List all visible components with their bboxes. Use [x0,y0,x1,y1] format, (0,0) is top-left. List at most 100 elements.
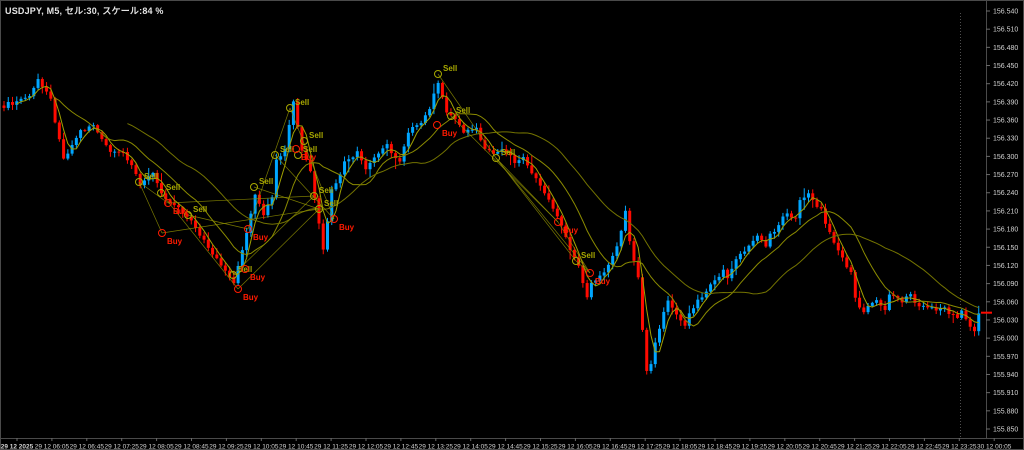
candle-body [538,178,542,186]
candle-body [287,124,291,150]
candle-body [692,308,696,314]
buy-label: Buy [173,207,189,216]
sell-label: Sell [309,131,323,140]
candle-body [419,122,423,126]
candle-body [675,307,679,315]
price-axis-label: 156.090 [993,281,1018,288]
candle-body [291,101,295,125]
candle-body [602,272,606,276]
candle-body [555,208,559,217]
price-axis-label: 155.910 [993,390,1018,397]
candle-body [670,300,674,308]
candle-body [632,241,636,261]
moving-average-line [127,123,979,309]
time-axis-label: 29 12 15:25 [523,444,558,450]
candle-body [853,272,857,298]
time-axis-label: 29 12 14:45 [488,444,523,450]
candle-body [577,257,581,266]
price-axis-label: 156.540 [993,9,1018,16]
candle-body [717,276,721,281]
sell-marker [300,137,308,145]
time-axis-label: 29 12 08:45 [174,444,209,450]
candle-body [185,213,189,217]
price-axis-label: 156.330 [993,136,1018,143]
candle-body [611,255,615,265]
signal-link-line [138,181,163,234]
price-axis[interactable]: 156.540 156.510 156.480 156.450 156.420 156.3… [986,9,1018,434]
candle-body [619,230,623,247]
chart-title: USDJPY, M5, セル:30, スケール:84 % [5,6,164,16]
candle-body [440,82,444,98]
candle-body [125,151,129,161]
candle-body [470,129,474,131]
candle-body [589,282,593,298]
price-axis-label: 156.000 [993,336,1018,343]
candle-body [836,242,840,251]
candle-body [496,151,500,154]
candle-body [36,79,40,88]
sell-label: Sell [144,172,158,181]
candle-body [389,144,393,154]
candle-body [640,277,644,330]
candle-body [381,148,385,154]
sell-marker [447,112,455,120]
signal-link-line [495,157,559,223]
buy-marker [433,121,441,129]
candle-body [108,145,112,152]
candle-body [713,280,717,285]
candle-body [91,125,95,127]
candle-body [142,180,146,186]
candle-body [815,199,819,207]
buy-label: Buy [301,153,317,162]
signal-link-line [232,195,315,276]
signal-link-line [247,107,291,230]
signal-link-line [495,157,591,274]
sell-label: Sell [280,145,294,154]
candle-body [79,130,83,138]
candle-body [585,283,589,298]
candle-body [377,153,381,158]
candle-body [789,213,793,218]
candle-body [343,161,347,175]
candle-body [892,294,896,297]
candle-body [530,165,534,174]
sell-label: Sell [238,265,252,274]
candle-body [211,247,215,255]
sell-label: Sell [319,186,333,195]
price-axis-label: 156.120 [993,263,1018,270]
candle-body [151,172,155,177]
signal-link-line [160,192,239,290]
candle-body [423,115,427,123]
candle-body [330,189,334,222]
candle-body [479,127,483,141]
candle-body [824,208,828,224]
time-axis-label: 29 12 10:05 [244,444,279,450]
candle-body [819,206,823,209]
time-axis-label: 29 12 18:05 [663,444,698,450]
time-axis[interactable]: 29 12 2025 29 12 06:05 29 12 06:45 29 12 07… [1,438,1012,449]
sell-marker [315,205,323,213]
candle-body [751,240,755,246]
buy-label: Buy [243,293,259,302]
candle-body [726,269,730,279]
time-axis-label: 29 12 14:05 [454,444,489,450]
candle-body [453,115,457,120]
time-axis-label: 29 12 20:05 [768,444,803,450]
price-axis-label: 155.940 [993,372,1018,379]
candle-body [768,233,772,247]
candle-body [466,129,470,133]
price-axis-label: 156.420 [993,81,1018,88]
price-axis-label: 156.480 [993,45,1018,52]
candle-body [513,155,517,164]
buy-marker [554,218,562,226]
candle-body [517,160,521,164]
candle-body [764,239,768,247]
candle-body [398,158,402,162]
sell-marker [572,257,580,265]
candle-body [700,297,704,300]
candle-body [364,160,368,170]
candle-body [777,225,781,232]
buy-marker [158,229,166,237]
